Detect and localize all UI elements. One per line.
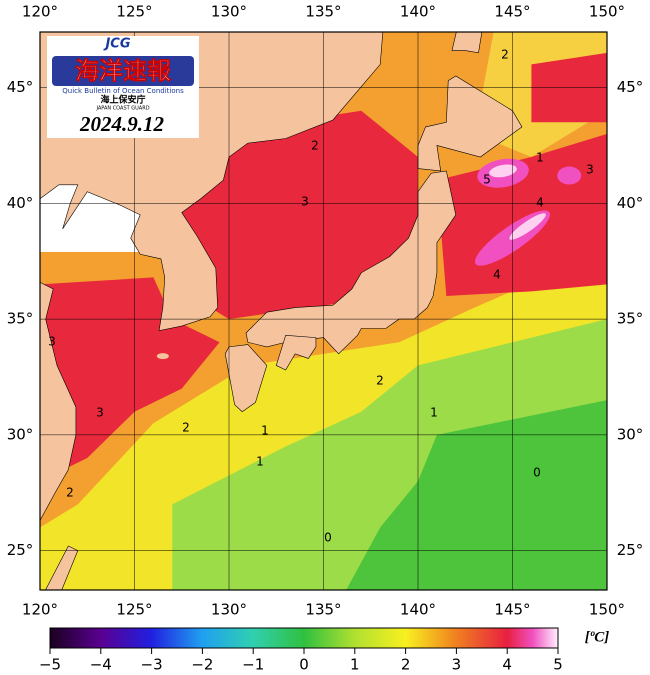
lon-tick-label: 145° bbox=[494, 601, 530, 619]
contour-label: 2 bbox=[182, 421, 190, 435]
lon-tick-label: 140° bbox=[400, 3, 436, 21]
lon-tick-label: 130° bbox=[211, 3, 247, 21]
lon-tick-label: 125° bbox=[116, 3, 152, 21]
contour-label: 1 bbox=[536, 151, 544, 165]
lat-tick-label: 30° bbox=[617, 425, 644, 443]
colorbar-tick-label: −4 bbox=[90, 656, 112, 674]
contour-label: 3 bbox=[586, 163, 594, 177]
contour-label: 3 bbox=[96, 406, 104, 420]
colorbar bbox=[49, 627, 559, 649]
lon-tick-label: 150° bbox=[589, 3, 625, 21]
lon-tick-label: 145° bbox=[494, 3, 530, 21]
lon-tick-label: 135° bbox=[305, 3, 341, 21]
contour-label: 3 bbox=[301, 195, 309, 209]
contour-label: 0 bbox=[533, 466, 541, 480]
logo-mark: JCG bbox=[102, 37, 130, 52]
contour-label: 2 bbox=[376, 374, 384, 388]
map-frame bbox=[39, 31, 608, 591]
colorbar-tick-label: −1 bbox=[242, 656, 264, 674]
colorbar-tick-label: 1 bbox=[350, 656, 360, 674]
sea-red-japan bbox=[172, 110, 418, 320]
sea-red-ecs bbox=[40, 277, 220, 482]
contour-label: 4 bbox=[493, 268, 501, 282]
lon-tick-label: 120° bbox=[22, 3, 58, 21]
contour-label: 1 bbox=[430, 406, 438, 420]
contour-label: 2 bbox=[501, 48, 509, 62]
lat-tick-label: 40° bbox=[617, 194, 644, 212]
lon-tick-label: 120° bbox=[22, 601, 58, 619]
logo-subtitle: Quick Bulletin of Ocean Conditions bbox=[62, 87, 184, 95]
lat-tick-label: 30° bbox=[7, 425, 34, 443]
contour-label: 2 bbox=[311, 139, 319, 153]
warm-core bbox=[557, 166, 582, 185]
contour-label: 1 bbox=[256, 455, 264, 469]
contour-label: 2 bbox=[66, 486, 74, 500]
warm-core bbox=[489, 164, 517, 178]
land-sakhalin bbox=[451, 32, 483, 54]
lon-tick-label: 140° bbox=[400, 601, 436, 619]
colorbar-tick-label: −5 bbox=[39, 656, 61, 674]
lon-tick-label: 125° bbox=[116, 601, 152, 619]
contour-label: 4 bbox=[536, 196, 544, 210]
land-china bbox=[40, 281, 77, 524]
logo-title: 海洋速報 bbox=[75, 57, 172, 85]
land-jeju bbox=[156, 353, 169, 360]
contour-label: 3 bbox=[48, 335, 56, 349]
lat-tick-label: 25° bbox=[617, 541, 644, 559]
lat-tick-label: 45° bbox=[617, 78, 644, 96]
colorbar-tick-label: −3 bbox=[141, 656, 163, 674]
lat-tick-label: 25° bbox=[7, 541, 34, 559]
lon-tick-label: 130° bbox=[211, 601, 247, 619]
lat-tick-label: 45° bbox=[7, 78, 34, 96]
colorbar-unit: [ºC] bbox=[585, 629, 610, 645]
logo-agency: 海上保安庁 bbox=[100, 94, 145, 106]
lon-tick-label: 135° bbox=[305, 601, 341, 619]
warm-core bbox=[509, 213, 546, 240]
contour-label: 1 bbox=[261, 424, 269, 438]
sea-green-deep bbox=[346, 400, 607, 590]
date: 2024.9.12 bbox=[79, 112, 165, 136]
land-hokkaido bbox=[417, 75, 523, 172]
colorbar-tick-label: 5 bbox=[553, 656, 563, 674]
colorbar-tick-label: 0 bbox=[299, 656, 309, 674]
colorbar-tick-label: 4 bbox=[502, 656, 512, 674]
colorbar-tick-label: −2 bbox=[191, 656, 213, 674]
lon-tick-label: 150° bbox=[589, 601, 625, 619]
colorbar-tick-label: 2 bbox=[401, 656, 411, 674]
lat-tick-label: 35° bbox=[617, 310, 644, 328]
contour-label: 0 bbox=[324, 531, 332, 545]
logo-agency-en: JAPAN COAST GUARD bbox=[95, 106, 149, 112]
logo-banner bbox=[52, 56, 194, 86]
land-kyushu bbox=[224, 344, 268, 413]
logo-box bbox=[47, 36, 199, 138]
lat-tick-label: 35° bbox=[7, 310, 34, 328]
lat-tick-label: 40° bbox=[7, 194, 34, 212]
contour-label: 5 bbox=[483, 173, 491, 187]
colorbar-tick-label: 3 bbox=[452, 656, 462, 674]
logo: JCG 海洋速報 Quick Bulletin of Ocean Conditi… bbox=[47, 36, 199, 138]
land-shikoku bbox=[275, 334, 317, 371]
land-honshu bbox=[245, 170, 457, 355]
